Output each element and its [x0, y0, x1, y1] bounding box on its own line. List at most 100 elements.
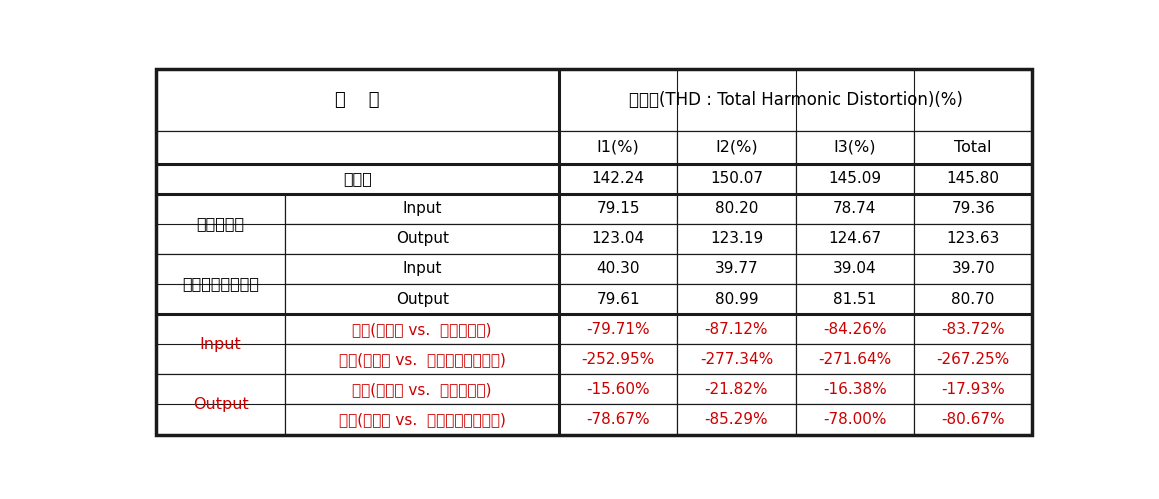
Bar	[795, 164, 914, 194]
Bar	[677, 131, 795, 164]
Bar	[559, 194, 677, 224]
Bar	[795, 194, 914, 224]
Bar	[155, 254, 285, 314]
Bar	[155, 374, 285, 435]
Bar	[559, 344, 677, 374]
Text: I1(%): I1(%)	[597, 140, 640, 155]
Text: 150.07: 150.07	[710, 171, 763, 186]
Text: 고조파(THD : Total Harmonic Distortion)(%): 고조파(THD : Total Harmonic Distortion)(%)	[628, 91, 963, 109]
Text: -78.67%: -78.67%	[586, 412, 650, 427]
Text: -80.67%: -80.67%	[941, 412, 1005, 427]
Text: 145.09: 145.09	[829, 171, 881, 186]
Bar	[677, 344, 795, 374]
Bar	[155, 131, 559, 164]
Bar	[285, 404, 559, 435]
Bar	[155, 194, 285, 254]
Bar	[559, 164, 677, 194]
Text: 79.15: 79.15	[597, 201, 640, 216]
Bar	[285, 314, 559, 344]
Text: 79.36: 79.36	[952, 201, 996, 216]
Text: -271.64%: -271.64%	[818, 352, 891, 367]
Text: Total: Total	[954, 140, 992, 155]
Bar	[914, 194, 1033, 224]
Text: -16.38%: -16.38%	[823, 382, 887, 397]
Text: 123.63: 123.63	[947, 232, 1000, 247]
Bar	[559, 254, 677, 284]
Text: 80.20: 80.20	[715, 201, 758, 216]
Bar	[914, 254, 1033, 284]
Text: 123.04: 123.04	[591, 232, 644, 247]
Bar	[677, 374, 795, 404]
Bar	[559, 374, 677, 404]
Bar	[559, 224, 677, 254]
Text: 40.30: 40.30	[597, 261, 640, 276]
Bar	[559, 69, 1033, 131]
Bar	[914, 224, 1033, 254]
Text: 78.74: 78.74	[833, 201, 876, 216]
Text: 81.51: 81.51	[833, 291, 876, 306]
Bar	[677, 314, 795, 344]
Text: -15.60%: -15.60%	[586, 382, 650, 397]
Bar	[795, 284, 914, 314]
Bar	[285, 194, 559, 224]
Text: -85.29%: -85.29%	[705, 412, 768, 427]
Bar	[677, 254, 795, 284]
Text: I2(%): I2(%)	[715, 140, 758, 155]
Text: -87.12%: -87.12%	[705, 322, 768, 337]
Text: 80.99: 80.99	[715, 291, 758, 306]
Bar	[155, 164, 559, 194]
Text: 편차(정류기 vs.  일반변압기): 편차(정류기 vs. 일반변압기)	[352, 382, 491, 397]
Text: 편차(정류기 vs.  하이브리드변압기): 편차(정류기 vs. 하이브리드변압기)	[338, 412, 505, 427]
Bar	[559, 314, 677, 344]
Text: 123.19: 123.19	[709, 232, 763, 247]
Text: 145.80: 145.80	[947, 171, 1000, 186]
Bar	[914, 284, 1033, 314]
Text: -277.34%: -277.34%	[700, 352, 773, 367]
Bar	[677, 284, 795, 314]
Bar	[285, 224, 559, 254]
Text: Input: Input	[402, 201, 442, 216]
Bar	[795, 224, 914, 254]
Bar	[795, 374, 914, 404]
Text: 구    분: 구 분	[335, 91, 379, 109]
Text: Output: Output	[395, 232, 449, 247]
Text: 39.77: 39.77	[715, 261, 758, 276]
Text: Input: Input	[402, 261, 442, 276]
Text: -78.00%: -78.00%	[823, 412, 887, 427]
Bar	[914, 131, 1033, 164]
Text: -267.25%: -267.25%	[936, 352, 1009, 367]
Bar	[155, 69, 559, 131]
Bar	[677, 404, 795, 435]
Bar	[285, 284, 559, 314]
Text: 편차(정류기 vs.  일반변압기): 편차(정류기 vs. 일반변압기)	[352, 322, 491, 337]
Bar	[155, 314, 285, 374]
Bar	[914, 404, 1033, 435]
Bar	[914, 344, 1033, 374]
Text: I3(%): I3(%)	[833, 140, 876, 155]
Text: -83.72%: -83.72%	[941, 322, 1005, 337]
Text: 정류기: 정류기	[343, 171, 372, 186]
Text: 편차(정류기 vs.  하이브리드변압기): 편차(정류기 vs. 하이브리드변압기)	[338, 352, 505, 367]
Bar	[677, 164, 795, 194]
Bar	[795, 314, 914, 344]
Bar	[559, 404, 677, 435]
Bar	[285, 254, 559, 284]
Bar	[914, 314, 1033, 344]
Bar	[914, 164, 1033, 194]
Text: 39.04: 39.04	[833, 261, 876, 276]
Bar	[795, 131, 914, 164]
Bar	[795, 254, 914, 284]
Text: 79.61: 79.61	[596, 291, 640, 306]
Bar	[795, 404, 914, 435]
Text: 39.70: 39.70	[952, 261, 994, 276]
Bar	[559, 131, 677, 164]
Text: Input: Input	[199, 337, 241, 352]
Bar	[677, 194, 795, 224]
Bar	[285, 374, 559, 404]
Bar	[285, 344, 559, 374]
Text: 하이브리드변압기: 하이브리드변압기	[182, 276, 258, 291]
Text: -21.82%: -21.82%	[705, 382, 768, 397]
Text: -79.71%: -79.71%	[586, 322, 650, 337]
Text: Output: Output	[192, 397, 248, 412]
Text: -84.26%: -84.26%	[823, 322, 887, 337]
